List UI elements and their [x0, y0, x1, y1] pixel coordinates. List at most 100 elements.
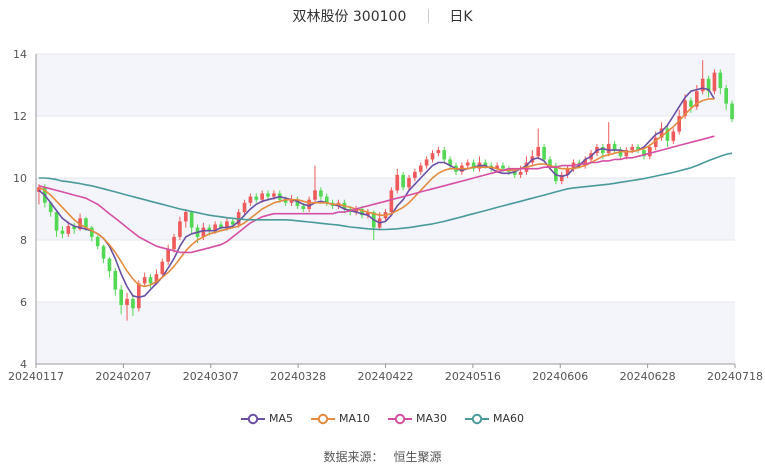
candle-body: [694, 91, 699, 107]
candle-body: [307, 199, 311, 209]
x-tick-label: 20240117: [8, 370, 64, 383]
y-tick-label: 8: [20, 234, 27, 247]
candle-body: [283, 199, 288, 203]
candle-body: [119, 289, 123, 306]
candle-body: [101, 246, 106, 259]
candle-body: [213, 224, 217, 231]
candle-body: [136, 283, 141, 309]
candle-body: [442, 150, 447, 160]
y-tick-label: 10: [13, 172, 27, 185]
data-source: 数据来源： 恒生聚源: [0, 448, 765, 465]
y-tick-label: 6: [20, 296, 27, 309]
candle-body: [84, 218, 88, 228]
candle-body: [260, 193, 264, 200]
candle-body: [718, 72, 723, 89]
candle-body: [148, 277, 153, 284]
x-tick-label: 20240718: [707, 370, 763, 383]
candle-body: [424, 159, 429, 166]
y-tick-label: 4: [20, 358, 27, 371]
legend-marker-icon: [310, 413, 335, 424]
plot-band: [36, 240, 735, 302]
legend-label: MA60: [493, 412, 525, 425]
candle-body: [606, 143, 611, 154]
candle-body: [624, 150, 629, 157]
candle-body: [95, 236, 100, 247]
candle-body: [536, 147, 541, 157]
legend-marker-circle: [394, 413, 406, 424]
candle-body: [54, 212, 59, 231]
candle-body: [324, 196, 329, 203]
data-source-value: 恒生聚源: [393, 450, 442, 464]
candle-body: [401, 174, 405, 188]
candle-body: [72, 226, 77, 230]
candle-body: [37, 187, 41, 192]
title-separator: [428, 9, 430, 23]
candle-body: [465, 162, 470, 166]
candle-body: [113, 271, 118, 290]
legend-marker-circle: [317, 413, 329, 424]
candle-body: [542, 147, 546, 160]
candle-body: [712, 72, 717, 92]
legend-item-ma10[interactable]: MA10: [310, 412, 370, 425]
x-tick-label: 20240328: [270, 370, 326, 383]
candle-body: [689, 100, 693, 107]
candle-body: [172, 236, 176, 250]
y-tick-label: 12: [13, 110, 27, 123]
x-tick-label: 20240207: [95, 370, 151, 383]
chart-title: 双林股份 300100: [292, 9, 407, 25]
candle-body: [565, 168, 570, 175]
candle-body: [48, 202, 53, 213]
candle-body: [407, 178, 411, 188]
candle-body: [665, 128, 670, 141]
candle-body: [671, 131, 676, 141]
chart-legend: MA5 MA10 MA30 MA60: [0, 412, 765, 425]
candle-body: [548, 159, 552, 166]
candle-body: [648, 147, 652, 157]
candle-body: [183, 212, 188, 222]
candle-body: [471, 162, 476, 169]
candle-body: [612, 143, 617, 151]
chart-period: 日K: [449, 9, 473, 25]
candle-body: [313, 190, 317, 200]
candle-body: [230, 221, 235, 225]
legend-marker-icon: [240, 413, 265, 424]
legend-label: MA30: [416, 412, 448, 425]
legend-item-ma60[interactable]: MA60: [465, 412, 524, 425]
candle-body: [354, 209, 358, 213]
candle-body: [242, 202, 247, 213]
candle-body: [107, 258, 112, 271]
x-tick-label: 20240422: [358, 370, 414, 383]
candle-body: [272, 193, 276, 197]
candle-body: [295, 199, 300, 206]
candle-body: [166, 249, 170, 262]
x-tick-label: 20240606: [532, 370, 588, 383]
legend-label: MA5: [268, 412, 293, 425]
legend-marker-circle: [471, 413, 483, 424]
ma-line-ma5: [38, 87, 716, 299]
y-tick-label: 14: [13, 48, 27, 61]
candle-body: [301, 205, 306, 209]
candle-body: [618, 150, 623, 157]
candle-body: [360, 209, 364, 216]
legend-label: MA10: [338, 412, 370, 425]
candle-body: [700, 78, 705, 92]
candle-body: [413, 171, 417, 178]
legend-marker-icon: [388, 413, 412, 424]
data-source-label: 数据来源：: [323, 450, 384, 464]
legend-item-ma5[interactable]: MA5: [240, 412, 293, 425]
candle-body: [319, 190, 323, 197]
ma-line-ma30: [38, 135, 715, 254]
candle-body: [225, 221, 229, 228]
candle-body: [583, 159, 588, 166]
candle-body: [448, 159, 452, 166]
candle-body: [724, 88, 729, 104]
legend-item-ma30[interactable]: MA30: [388, 412, 447, 425]
candle-body: [642, 150, 646, 157]
candle-body: [266, 193, 270, 197]
candle-body: [142, 277, 147, 284]
candle-body: [495, 165, 499, 169]
candle-body: [289, 199, 294, 203]
candle-body: [60, 230, 65, 234]
x-tick-label: 20240307: [183, 370, 239, 383]
